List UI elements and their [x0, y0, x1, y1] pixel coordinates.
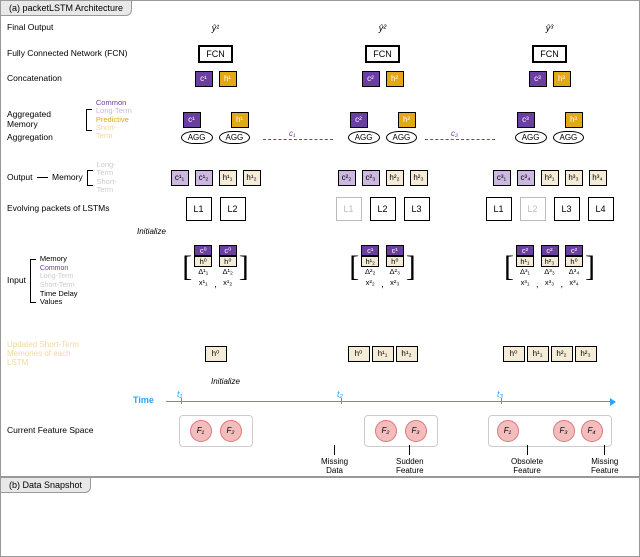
agg-1b: AGG: [219, 131, 251, 144]
lstm-t3-2: L2: [520, 197, 546, 221]
oh12: h¹₂: [243, 170, 261, 186]
label-fcn: Fully Connected Network (FCN): [7, 49, 132, 58]
feat-t3-1: F₁: [497, 420, 519, 442]
lstm-t3-1: L1: [486, 197, 512, 221]
feat-t2-2: F₃: [405, 420, 427, 442]
brace-icon: [86, 109, 92, 131]
dash-c1: [263, 139, 333, 140]
panel-a: (a) packetLSTM Architecture Final Output…: [0, 0, 640, 477]
feat-t2-1: F₂: [375, 420, 397, 442]
feat-t3-2: F₃: [553, 420, 575, 442]
oc23: c²₃: [362, 170, 380, 186]
annot-obsolete: Obsolete Feature: [511, 445, 543, 475]
lstm-t1-1: L1: [186, 197, 212, 221]
yhat-2: ŷ²: [379, 23, 387, 33]
row-fcn: Fully Connected Network (FCN) FCN FCN FC…: [7, 45, 633, 63]
time-arrow: [166, 401, 611, 402]
panel-b-title: (b) Data Snapshot: [0, 477, 91, 493]
label-concat: Concatenation: [7, 74, 132, 83]
oc31: c³₁: [493, 170, 511, 186]
lstm-t1-2: L2: [220, 197, 246, 221]
tick-lbl-2: t₂: [337, 389, 343, 399]
lstm-t2-2: L2: [370, 197, 396, 221]
oc12: c¹₂: [195, 170, 213, 186]
label-final: Final Output: [7, 23, 132, 32]
label-output: Output Memory Long-Term Short-Term: [7, 161, 132, 194]
fcn-3: FCN: [532, 45, 567, 63]
cpass-2: c₂: [451, 129, 458, 138]
h-top-1: h¹: [219, 71, 237, 87]
brace-icon: [87, 170, 93, 186]
row-input: Input Memory Common Long-Term Short-Term…: [7, 245, 633, 306]
fcn-1: FCN: [198, 45, 233, 63]
row-packets: Evolving packets of LSTMs L1 L2 L1 L2 L3…: [7, 197, 633, 221]
h-mid-2: h²: [398, 112, 416, 128]
h-top-3: h³: [553, 71, 571, 87]
oh22: h²₂: [386, 170, 404, 186]
c-mid-1: c¹: [183, 112, 201, 128]
lstm-t2-3: L3: [404, 197, 430, 221]
annot-missing2: Missing Feature: [591, 445, 619, 475]
brace-icon: [30, 259, 36, 303]
init-label-top: Initialize: [137, 227, 166, 236]
oh33: h³₃: [565, 170, 583, 186]
agg-2b: AGG: [386, 131, 418, 144]
oc22: c²₂: [338, 170, 356, 186]
fcn-2: FCN: [365, 45, 400, 63]
oh34: h³₄: [589, 170, 607, 186]
row-featspace: Current Feature Space F₁ F₂ F₂ F₃ F₁ F₃: [7, 415, 633, 447]
init-label-bot: Initialize: [211, 377, 240, 386]
annot-missing: Missing Data: [321, 445, 348, 475]
feat-t1-2: F₂: [220, 420, 242, 442]
tick-lbl-3: t₃: [497, 389, 503, 399]
c-top-3: c³: [529, 71, 547, 87]
row-agg: Aggregation AGG AGG AGG AGG AGG AGG: [7, 131, 633, 144]
label-agg: Aggregation: [7, 133, 132, 142]
oh31: h³₁: [541, 170, 559, 186]
c-top-2: c²: [362, 71, 380, 87]
row-final: Final Output ŷ¹ ŷ² ŷ³: [7, 23, 633, 33]
panel-a-title: (a) packetLSTM Architecture: [0, 0, 132, 16]
tick-lbl-1: t₁: [177, 389, 182, 399]
feat-t1-1: F₁: [190, 420, 212, 442]
c-mid-3: c³: [517, 112, 535, 128]
cpass-1: c₁: [289, 129, 296, 138]
row-concat: Concatenation c¹ h¹ c² h² c³ h³: [7, 71, 633, 87]
agg-3a: AGG: [515, 131, 547, 144]
lstm-t3-4: L4: [588, 197, 614, 221]
annot-sudden: Sudden Feature: [396, 445, 424, 475]
oh11: h¹₁: [219, 170, 237, 186]
label-packets: Evolving packets of LSTMs: [7, 204, 132, 213]
oc34: c³₄: [517, 170, 535, 186]
row-output: Output Memory Long-Term Short-Term c¹₁ c…: [7, 161, 633, 194]
dash-c2: [425, 139, 495, 140]
label-input: Input Memory Common Long-Term Short-Term…: [7, 245, 132, 306]
lstm-t3-3: L3: [554, 197, 580, 221]
h-mid-1: h¹: [231, 112, 249, 128]
lstm-t2-1: L1: [336, 197, 362, 221]
oh23: h²₃: [410, 170, 428, 186]
yhat-3: ŷ³: [546, 23, 554, 33]
c-mid-2: c²: [350, 112, 368, 128]
row-shortmem: Updated Short-Term Memories of each LSTM…: [7, 341, 633, 367]
oc11: c¹₁: [171, 170, 189, 186]
h-top-2: h²: [386, 71, 404, 87]
feat-t3-3: F₄: [581, 420, 603, 442]
yhat-1: ŷ¹: [212, 23, 220, 33]
time-label: Time: [133, 395, 154, 405]
label-updated: Updated Short-Term Memories of each LSTM: [7, 341, 132, 367]
agg-2a: AGG: [348, 131, 380, 144]
agg-3b: AGG: [553, 131, 585, 144]
panel-b: (b) Data Snapshot: [0, 477, 640, 557]
label-featspace: Current Feature Space: [7, 426, 132, 435]
agg-1a: AGG: [181, 131, 213, 144]
c-top-1: c¹: [195, 71, 213, 87]
h-mid-3: h³: [565, 112, 583, 128]
